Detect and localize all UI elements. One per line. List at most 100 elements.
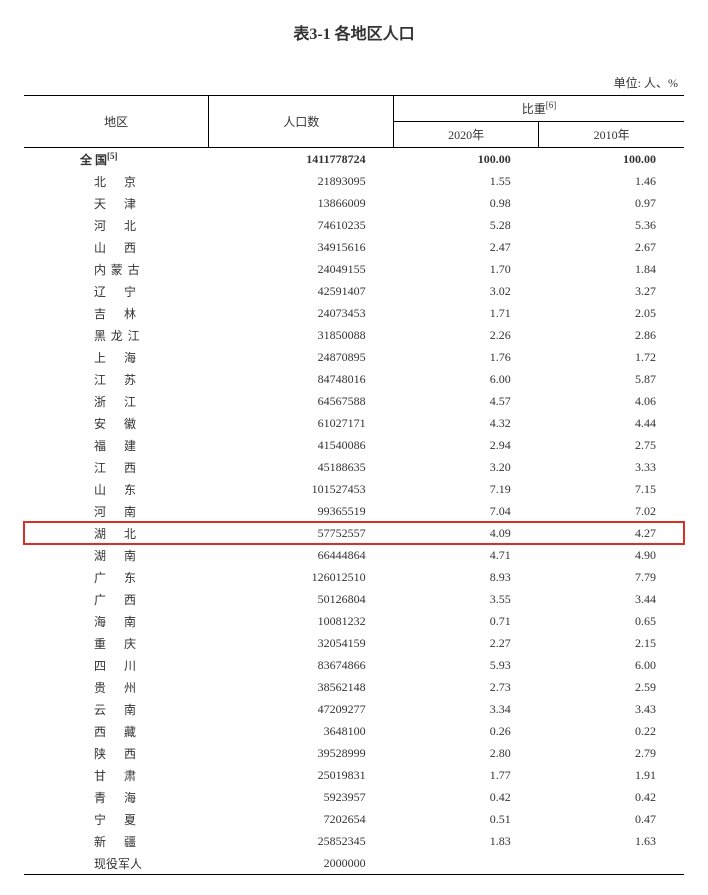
y2020-cell: 7.04 xyxy=(394,500,539,522)
y2020-cell: 2.94 xyxy=(394,434,539,456)
y2020-cell: 0.42 xyxy=(394,786,539,808)
region-cell: 福建 xyxy=(24,434,209,456)
population-cell: 41540086 xyxy=(209,434,394,456)
region-cell: 内蒙古 xyxy=(24,258,209,280)
y2010-cell: 1.63 xyxy=(539,830,684,852)
table-body: 全 国[5] 1411778724 100.00 100.00 北京218930… xyxy=(24,148,684,875)
table-row: 海南100812320.710.65 xyxy=(24,610,684,632)
table-row: 山西349156162.472.67 xyxy=(24,236,684,258)
y2010-cell: 5.36 xyxy=(539,214,684,236)
region-cell: 新疆 xyxy=(24,830,209,852)
population-cell: 42591407 xyxy=(209,280,394,302)
region-cell: 海南 xyxy=(24,610,209,632)
population-cell: 24870895 xyxy=(209,346,394,368)
y2020-cell: 1.71 xyxy=(394,302,539,324)
region-cell: 西藏 xyxy=(24,720,209,742)
y2020-cell: 3.55 xyxy=(394,588,539,610)
region-cell: 山东 xyxy=(24,478,209,500)
y2020-cell: 8.93 xyxy=(394,566,539,588)
table-row: 新疆258523451.831.63 xyxy=(24,830,684,852)
y2010-cell: 7.02 xyxy=(539,500,684,522)
y2010-cell: 0.97 xyxy=(539,192,684,214)
region-cell: 青海 xyxy=(24,786,209,808)
y2010-cell: 3.43 xyxy=(539,698,684,720)
y2020-cell: 2.73 xyxy=(394,676,539,698)
region-cell: 宁夏 xyxy=(24,808,209,830)
table-row: 广东1260125108.937.79 xyxy=(24,566,684,588)
population-cell: 74610235 xyxy=(209,214,394,236)
y2010-cell: 0.47 xyxy=(539,808,684,830)
population-cell: 13866009 xyxy=(209,192,394,214)
total-population: 1411778724 xyxy=(209,148,394,171)
y2020-cell: 0.71 xyxy=(394,610,539,632)
footer-population: 2000000 xyxy=(209,852,394,875)
y2010-cell: 2.15 xyxy=(539,632,684,654)
region-cell: 北京 xyxy=(24,170,209,192)
population-cell: 10081232 xyxy=(209,610,394,632)
population-cell: 38562148 xyxy=(209,676,394,698)
table-row: 浙江645675884.574.06 xyxy=(24,390,684,412)
y2010-cell: 2.67 xyxy=(539,236,684,258)
y2010-cell: 2.05 xyxy=(539,302,684,324)
population-cell: 66444864 xyxy=(209,544,394,566)
population-cell: 32054159 xyxy=(209,632,394,654)
region-cell: 河南 xyxy=(24,500,209,522)
population-cell: 101527453 xyxy=(209,478,394,500)
total-y2020: 100.00 xyxy=(394,148,539,171)
y2010-cell: 3.33 xyxy=(539,456,684,478)
region-cell: 黑龙江 xyxy=(24,324,209,346)
unit-label: 单位: 人、% xyxy=(24,74,684,91)
table-row: 重庆320541592.272.15 xyxy=(24,632,684,654)
table-row: 福建415400862.942.75 xyxy=(24,434,684,456)
region-cell: 山西 xyxy=(24,236,209,258)
table-row: 江苏847480166.005.87 xyxy=(24,368,684,390)
footer-row: 现役军人2000000 xyxy=(24,852,684,875)
y2020-cell: 3.34 xyxy=(394,698,539,720)
y2010-cell: 4.90 xyxy=(539,544,684,566)
y2010-cell: 1.72 xyxy=(539,346,684,368)
y2020-cell: 1.70 xyxy=(394,258,539,280)
population-cell: 47209277 xyxy=(209,698,394,720)
table-row: 辽宁425914073.023.27 xyxy=(24,280,684,302)
region-cell: 上海 xyxy=(24,346,209,368)
y2010-cell: 6.00 xyxy=(539,654,684,676)
table-row: 甘肃250198311.771.91 xyxy=(24,764,684,786)
table-row: 湖南664448644.714.90 xyxy=(24,544,684,566)
y2010-cell: 0.65 xyxy=(539,610,684,632)
region-cell: 吉林 xyxy=(24,302,209,324)
region-cell: 天津 xyxy=(24,192,209,214)
y2010-cell: 4.06 xyxy=(539,390,684,412)
table-row: 上海248708951.761.72 xyxy=(24,346,684,368)
header-year-2010: 2010年 xyxy=(539,122,684,148)
y2010-cell: 0.22 xyxy=(539,720,684,742)
total-row: 全 国[5] 1411778724 100.00 100.00 xyxy=(24,148,684,171)
header-share: 比重[6] xyxy=(394,96,684,122)
population-cell: 61027171 xyxy=(209,412,394,434)
total-region: 全 国[5] xyxy=(24,148,209,171)
total-y2010: 100.00 xyxy=(539,148,684,171)
region-cell: 浙江 xyxy=(24,390,209,412)
population-cell: 83674866 xyxy=(209,654,394,676)
y2010-cell: 1.46 xyxy=(539,170,684,192)
region-cell: 湖南 xyxy=(24,544,209,566)
y2020-cell: 2.80 xyxy=(394,742,539,764)
table-title: 表3-1 各地区人口 xyxy=(24,20,684,44)
y2020-cell: 4.09 xyxy=(394,522,539,544)
y2020-cell: 2.47 xyxy=(394,236,539,258)
population-cell: 84748016 xyxy=(209,368,394,390)
region-cell: 辽宁 xyxy=(24,280,209,302)
y2010-cell: 4.27 xyxy=(539,522,684,544)
table-header: 地区 人口数 比重[6] 2020年 2010年 xyxy=(24,96,684,148)
region-cell: 河北 xyxy=(24,214,209,236)
region-cell: 甘肃 xyxy=(24,764,209,786)
y2010-cell: 7.15 xyxy=(539,478,684,500)
population-cell: 31850088 xyxy=(209,324,394,346)
y2020-cell: 0.98 xyxy=(394,192,539,214)
y2020-cell: 1.83 xyxy=(394,830,539,852)
region-cell: 云南 xyxy=(24,698,209,720)
region-cell: 四川 xyxy=(24,654,209,676)
y2010-cell: 2.75 xyxy=(539,434,684,456)
table-row: 山东1015274537.197.15 xyxy=(24,478,684,500)
table-row: 四川836748665.936.00 xyxy=(24,654,684,676)
table-row: 江西451886353.203.33 xyxy=(24,456,684,478)
